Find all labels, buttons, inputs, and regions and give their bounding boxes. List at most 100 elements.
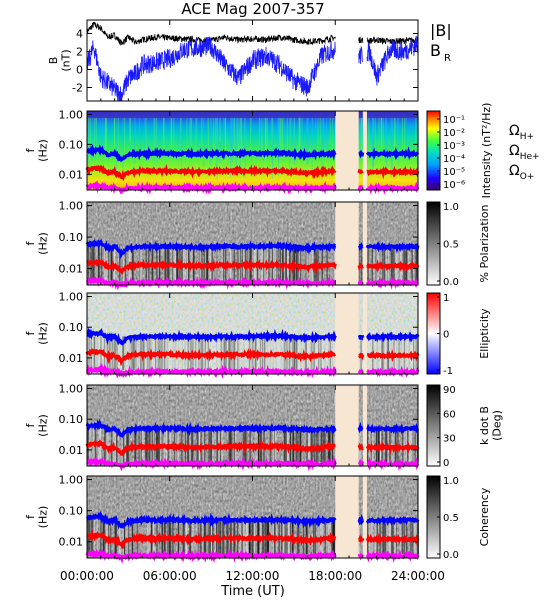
spectrogram-striation: [180, 117, 182, 152]
spectrogram-striation: [291, 117, 293, 145]
y-axis-label-line: (Hz): [37, 232, 50, 255]
spectrogram-striation: [114, 117, 116, 153]
y-tick-label: 0.10: [59, 413, 84, 426]
y-axis-label-line: (Hz): [37, 414, 50, 437]
spectrogram-striation: [372, 117, 374, 168]
spectrogram-striation: [163, 117, 165, 164]
spectrogram-striation: [391, 520, 393, 555]
plot-background: [87, 20, 418, 101]
data-gap: [335, 293, 359, 374]
legend-o-plus: ΩO+: [509, 163, 534, 182]
data-gap: [335, 385, 359, 466]
spectrogram-striation: [311, 428, 313, 463]
spectrogram-striation: [196, 428, 198, 463]
legend-h-plus-symbol: Ω: [509, 123, 520, 139]
colorbar-label: Coherency: [478, 487, 491, 546]
legend-he-plus-symbol: Ω: [509, 143, 520, 159]
spectrogram-striation: [308, 428, 310, 463]
y-tick-label: 1.00: [59, 200, 84, 213]
spectrogram-striation: [223, 117, 225, 144]
spectrogram-striation: [233, 117, 235, 167]
spectrogram-striation: [236, 117, 238, 166]
spectrogram-striation: [144, 117, 146, 152]
colorbar-tick-label: 0.5: [443, 240, 459, 251]
y-tick-label: 0.10: [59, 505, 84, 518]
spectrogram-striation: [123, 336, 125, 371]
spectrogram-striation: [318, 520, 320, 555]
figure-title: ACE Mag 2007-357: [181, 0, 324, 18]
spectrogram-striation: [282, 117, 284, 160]
spectrogram-striation: [116, 336, 118, 371]
panel-k-dot-b: 1.00 0.10 0.01 f(Hz) 90 60 30 0 k dot B(Deg): [24, 383, 504, 472]
y-tick-label: 0.10: [59, 321, 84, 334]
spectrogram-striation: [127, 520, 130, 555]
spectrogram-striation: [396, 336, 398, 371]
spectrogram-striation: [119, 520, 121, 555]
spectrogram-striation: [306, 117, 308, 164]
spectrogram-striation: [385, 117, 387, 162]
spectrogram-striation: [106, 336, 108, 371]
spectrogram-striation: [415, 117, 417, 164]
y-tick-label: 1.00: [59, 474, 84, 487]
spectrogram-striation: [301, 117, 304, 153]
y-tick-label: 0.01: [59, 536, 84, 549]
spectrogram-striation: [309, 428, 311, 463]
spectrogram-striation: [310, 428, 312, 463]
spectrogram-striation: [292, 428, 295, 463]
spectrogram-striation: [272, 336, 274, 371]
legend-o-plus-subscript: O+: [520, 172, 535, 182]
spectrogram-striation: [250, 117, 252, 177]
series-b-r-line: [86, 35, 419, 102]
spectrogram-striation: [391, 246, 394, 282]
spectrogram-striation: [372, 117, 374, 175]
panel-polarization: 1.00 0.10 0.01 f(Hz) 1.0 0.5 0.0 % Polarization: [24, 200, 491, 291]
spectrogram-striation: [195, 117, 197, 155]
spectrogram-striation: [297, 246, 299, 282]
colorbar-label: k dot B(Deg): [478, 406, 504, 445]
he-plus-cyclotron-line: [85, 348, 420, 367]
spectrogram-striation: [125, 336, 127, 371]
colorbar-tick-label: 10⁻⁴: [443, 154, 465, 165]
spectrogram-striation: [115, 520, 118, 555]
spectrogram-striation: [200, 336, 202, 371]
spectrogram-striation: [209, 117, 212, 166]
spectrogram-striation: [329, 117, 331, 145]
spectrogram-striation: [317, 117, 319, 149]
spectrogram-striation: [296, 246, 298, 282]
panel-ellipticity: 1.00 0.10 0.01 f(Hz) 1 0 -1 Ellipticity: [24, 291, 491, 379]
x-tick-label: 18:00:00: [308, 569, 362, 583]
y-axis-label: f(Hz): [24, 506, 50, 529]
spectrogram-striation: [121, 428, 123, 463]
spectrogram-striation: [145, 117, 147, 149]
y-tick-label: 0.01: [59, 263, 84, 276]
colorbar-tick-label: 10⁻²: [443, 128, 465, 139]
spectrogram-striation: [266, 117, 268, 155]
spectrogram-striation: [163, 117, 165, 176]
spectrogram-striation: [119, 246, 121, 282]
y-tick-label: 0.01: [59, 168, 84, 181]
spectrogram-striation: [186, 117, 188, 178]
colorbar-tick-label: 10⁻⁶: [443, 180, 465, 191]
y-tick-label: 1.00: [59, 383, 84, 396]
y-tick-label: 0.01: [59, 352, 84, 365]
spectrogram-striation: [116, 428, 118, 463]
y-tick-label: 1.00: [59, 108, 84, 121]
h-plus-cyclotron-line: [85, 238, 420, 259]
x-tick-label: 12:00:00: [226, 569, 280, 583]
spectrogram-striation: [416, 117, 418, 165]
spectrogram-striation: [358, 246, 360, 282]
spectrogram-striation: [114, 428, 116, 463]
spectrogram-striation: [415, 246, 418, 282]
spectrogram-striation: [201, 246, 203, 282]
colorbar-tick-label: 1: [443, 293, 449, 304]
spectrogram-striation: [113, 117, 115, 164]
spectrogram-striation: [231, 117, 233, 157]
legend-h-plus-subscript: H+: [520, 132, 534, 142]
spectrogram-striation: [306, 246, 308, 282]
spectrogram-striation: [203, 117, 205, 167]
spectrogram-striation: [404, 117, 406, 172]
x-axis-label: Time (UT): [220, 584, 285, 599]
spectrogram-striation: [397, 428, 399, 463]
y-tick-label: 1.00: [59, 291, 84, 304]
spectrogram-striation: [123, 520, 126, 555]
